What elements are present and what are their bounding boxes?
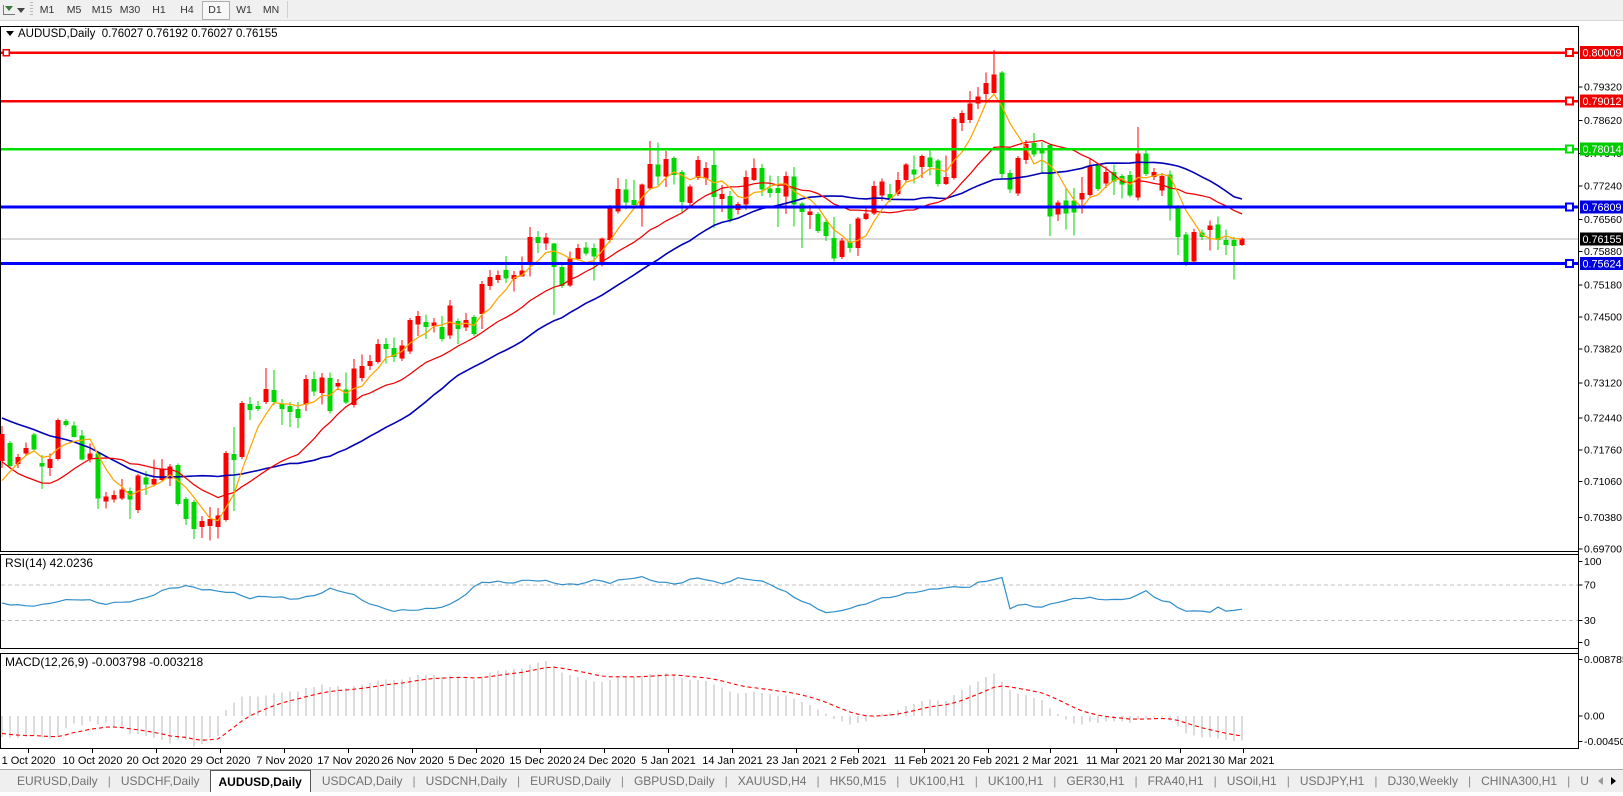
svg-text:0.76560: 0.76560: [1584, 214, 1622, 226]
svg-text:20 Feb 2021: 20 Feb 2021: [958, 755, 1020, 767]
svg-text:17 Nov 2020: 17 Nov 2020: [317, 755, 379, 767]
svg-text:20 Mar 2021: 20 Mar 2021: [1150, 755, 1212, 767]
svg-text:70: 70: [1584, 580, 1596, 592]
svg-text:0.71060: 0.71060: [1584, 476, 1622, 488]
svg-text:0.75880: 0.75880: [1584, 246, 1622, 258]
svg-text:11 Feb 2021: 11 Feb 2021: [894, 755, 955, 767]
svg-text:29 Oct 2020: 29 Oct 2020: [191, 755, 251, 767]
svg-text:2 Mar 2021: 2 Mar 2021: [1023, 755, 1079, 767]
svg-text:0.79012: 0.79012: [1583, 96, 1622, 108]
svg-text:0.75180: 0.75180: [1584, 280, 1622, 292]
svg-text:20 Oct 2020: 20 Oct 2020: [127, 755, 187, 767]
svg-text:0.75624: 0.75624: [1583, 259, 1622, 271]
svg-text:0.74500: 0.74500: [1584, 312, 1622, 324]
svg-text:0.72440: 0.72440: [1584, 413, 1622, 425]
svg-text:0.70380: 0.70380: [1584, 512, 1622, 524]
svg-text:0.69700: 0.69700: [1584, 544, 1622, 556]
svg-text:11 Mar 2021: 11 Mar 2021: [1086, 755, 1147, 767]
svg-text:7 Nov 2020: 7 Nov 2020: [256, 755, 312, 767]
svg-text:0.73820: 0.73820: [1584, 344, 1622, 356]
svg-text:MACD(12,26,9) -0.003798 -0.003: MACD(12,26,9) -0.003798 -0.003218: [5, 655, 203, 669]
svg-text:0.008785: 0.008785: [1584, 654, 1623, 666]
svg-text:5 Jan 2021: 5 Jan 2021: [641, 755, 695, 767]
svg-text:0.00: 0.00: [1584, 711, 1605, 723]
svg-text:30 Mar 2021: 30 Mar 2021: [1213, 755, 1275, 767]
svg-text:0.77240: 0.77240: [1584, 181, 1622, 193]
svg-text:0.73120: 0.73120: [1584, 378, 1622, 390]
svg-text:0.78014: 0.78014: [1583, 144, 1622, 156]
svg-text:0.71760: 0.71760: [1584, 445, 1622, 457]
svg-text:14 Jan 2021: 14 Jan 2021: [702, 755, 763, 767]
svg-text:100: 100: [1584, 556, 1602, 568]
svg-text:10 Oct 2020: 10 Oct 2020: [63, 755, 123, 767]
svg-text:0.76155: 0.76155: [1583, 234, 1622, 246]
svg-text:23 Jan 2021: 23 Jan 2021: [766, 755, 827, 767]
svg-text:AUDUSD,Daily 0.76027 0.76192: AUDUSD,Daily 0.76027 0.76192 0.76027 0.7…: [18, 28, 278, 40]
svg-text:0.76809: 0.76809: [1583, 202, 1622, 214]
svg-text:26 Nov 2020: 26 Nov 2020: [381, 755, 443, 767]
svg-text:24 Dec 2020: 24 Dec 2020: [573, 755, 635, 767]
svg-text:0.80009: 0.80009: [1583, 48, 1622, 60]
svg-text:5 Dec 2020: 5 Dec 2020: [448, 755, 504, 767]
svg-text:RSI(14) 42.0236: RSI(14) 42.0236: [5, 556, 93, 570]
svg-text:2 Feb 2021: 2 Feb 2021: [831, 755, 887, 767]
svg-text:0.79320: 0.79320: [1584, 82, 1622, 94]
svg-text:0.78620: 0.78620: [1584, 115, 1622, 127]
svg-text:0: 0: [1584, 637, 1590, 649]
svg-text:1 Oct 2020: 1 Oct 2020: [2, 755, 56, 767]
svg-text:30: 30: [1584, 615, 1596, 627]
svg-text:-0.004503: -0.004503: [1584, 736, 1623, 748]
svg-text:15 Dec 2020: 15 Dec 2020: [509, 755, 571, 767]
